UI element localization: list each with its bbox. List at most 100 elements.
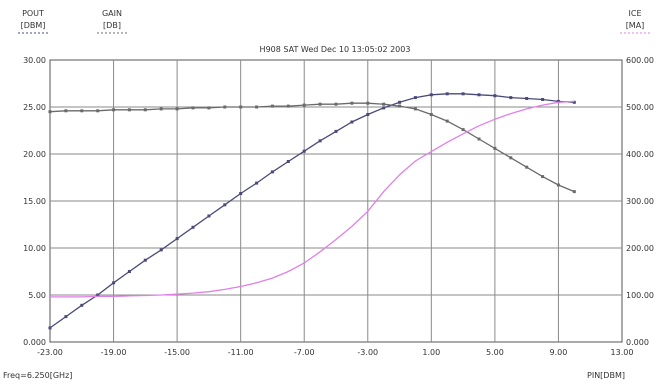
x-tick-label: -7.00 (294, 348, 315, 357)
data-point-gain (96, 109, 100, 113)
y-left-tick-label: 25.00 (23, 103, 46, 112)
x-axis-label: PIN[DBM] (587, 371, 625, 380)
y-right-tick-label: 200.00 (626, 244, 654, 253)
data-point-gain (429, 113, 433, 116)
x-tick-label: -23.00 (37, 348, 63, 357)
ice-label: ICE (629, 9, 642, 18)
series-pout (48, 92, 576, 330)
data-point-gain (398, 104, 402, 108)
data-point-gain (445, 119, 449, 123)
y-left-tick-labels: 0.000 5.00 10.00 15.00 20.00 25.00 30.00 (23, 56, 46, 347)
data-point-pout (366, 113, 370, 116)
data-point-gain (302, 103, 306, 107)
y-left-tick-label: 15.00 (23, 197, 46, 206)
series-line-gain (49, 102, 575, 193)
series-line-pout (49, 93, 575, 329)
data-point-gain (270, 104, 274, 108)
data-point-gain (48, 110, 52, 114)
y-right-tick-label: 500.00 (626, 103, 654, 112)
data-point-pout (350, 120, 354, 124)
data-point-gain (509, 156, 513, 160)
data-point-pout (556, 99, 560, 103)
y-right-tick-label: 400.00 (626, 150, 654, 159)
data-point-gain (556, 183, 560, 187)
data-point-pout (96, 293, 100, 297)
data-point-pout (175, 237, 179, 241)
data-point-pout (541, 98, 545, 101)
data-point-gain (64, 109, 68, 113)
data-point-pout (159, 248, 163, 252)
x-tick-label: -3.00 (357, 348, 378, 357)
data-point-pout (223, 203, 227, 207)
data-point-pout (429, 93, 433, 97)
data-point-pout (255, 181, 259, 185)
x-tick-label: -11.00 (228, 348, 254, 357)
y-left-tick-label: 0.000 (23, 338, 46, 347)
y-left-tick-label: 5.00 (28, 291, 46, 300)
y-left-tick-label: 10.00 (23, 244, 46, 253)
x-tick-label: -19.00 (101, 348, 127, 357)
data-point-pout (207, 214, 211, 218)
y-right-tick-labels: 0.000 100.00 200.00 300.00 400.00 500.00 600.0… (626, 56, 654, 347)
y-right-tick-label: 0.000 (626, 338, 649, 347)
x-tick-label: 9.00 (550, 348, 568, 357)
data-point-pout (398, 100, 402, 104)
data-point-gain (175, 107, 179, 111)
data-point-pout (48, 326, 52, 330)
data-point-pout (239, 192, 243, 195)
data-point-pout (334, 129, 338, 133)
data-point-pout (286, 160, 290, 163)
data-point-gain (207, 106, 211, 110)
data-point-gain (255, 105, 259, 109)
data-point-gain (382, 102, 386, 106)
data-point-pout (382, 106, 386, 110)
data-point-gain (541, 175, 545, 179)
data-point-pout (318, 139, 322, 143)
data-point-pout (461, 92, 465, 96)
data-point-pout (112, 281, 116, 285)
data-point-pout (477, 93, 481, 97)
y-right-tick-label: 600.00 (626, 56, 654, 65)
data-point-gain (477, 137, 481, 141)
data-point-gain (350, 101, 354, 105)
data-point-gain (366, 101, 370, 105)
x-tick-label: 5.00 (486, 348, 504, 357)
x-tick-label: 13.00 (611, 348, 634, 357)
data-point-gain (286, 104, 290, 108)
data-point-gain (413, 107, 417, 111)
ice-unit: [MA] (626, 21, 645, 30)
y-right-tick-label: 300.00 (626, 197, 654, 206)
data-point-gain (572, 190, 576, 194)
series-gain (48, 101, 576, 194)
data-point-gain (334, 102, 338, 106)
y-right-tick-label: 100.00 (626, 291, 654, 300)
data-point-pout (191, 225, 195, 229)
data-point-pout (445, 92, 449, 96)
data-point-gain (525, 165, 529, 169)
pout-label: POUT (22, 9, 44, 18)
data-point-pout (509, 96, 513, 100)
data-point-gain (223, 105, 227, 109)
frequency-label: Freq=6.250[GHz] (3, 371, 72, 380)
data-point-gain (318, 102, 322, 106)
gain-label: GAIN (102, 9, 122, 18)
data-point-gain (159, 107, 163, 111)
data-point-pout (413, 96, 417, 100)
pout-unit: [DBM] (21, 21, 46, 30)
data-point-pout (525, 97, 529, 100)
series-ice (50, 100, 575, 298)
gain-unit: [DB] (103, 21, 121, 30)
data-point-pout (270, 170, 274, 174)
y-left-tick-label: 20.00 (23, 150, 46, 159)
data-point-pout (493, 94, 497, 98)
data-point-pout (143, 258, 147, 262)
data-point-pout (80, 303, 84, 307)
data-point-gain (191, 106, 195, 110)
x-tick-label: 1.00 (422, 348, 440, 357)
data-point-pout (572, 100, 576, 104)
data-point-gain (112, 108, 116, 112)
data-point-gain (493, 146, 497, 150)
data-point-gain (461, 128, 465, 132)
data-point-pout (127, 270, 131, 273)
data-point-gain (127, 108, 131, 112)
